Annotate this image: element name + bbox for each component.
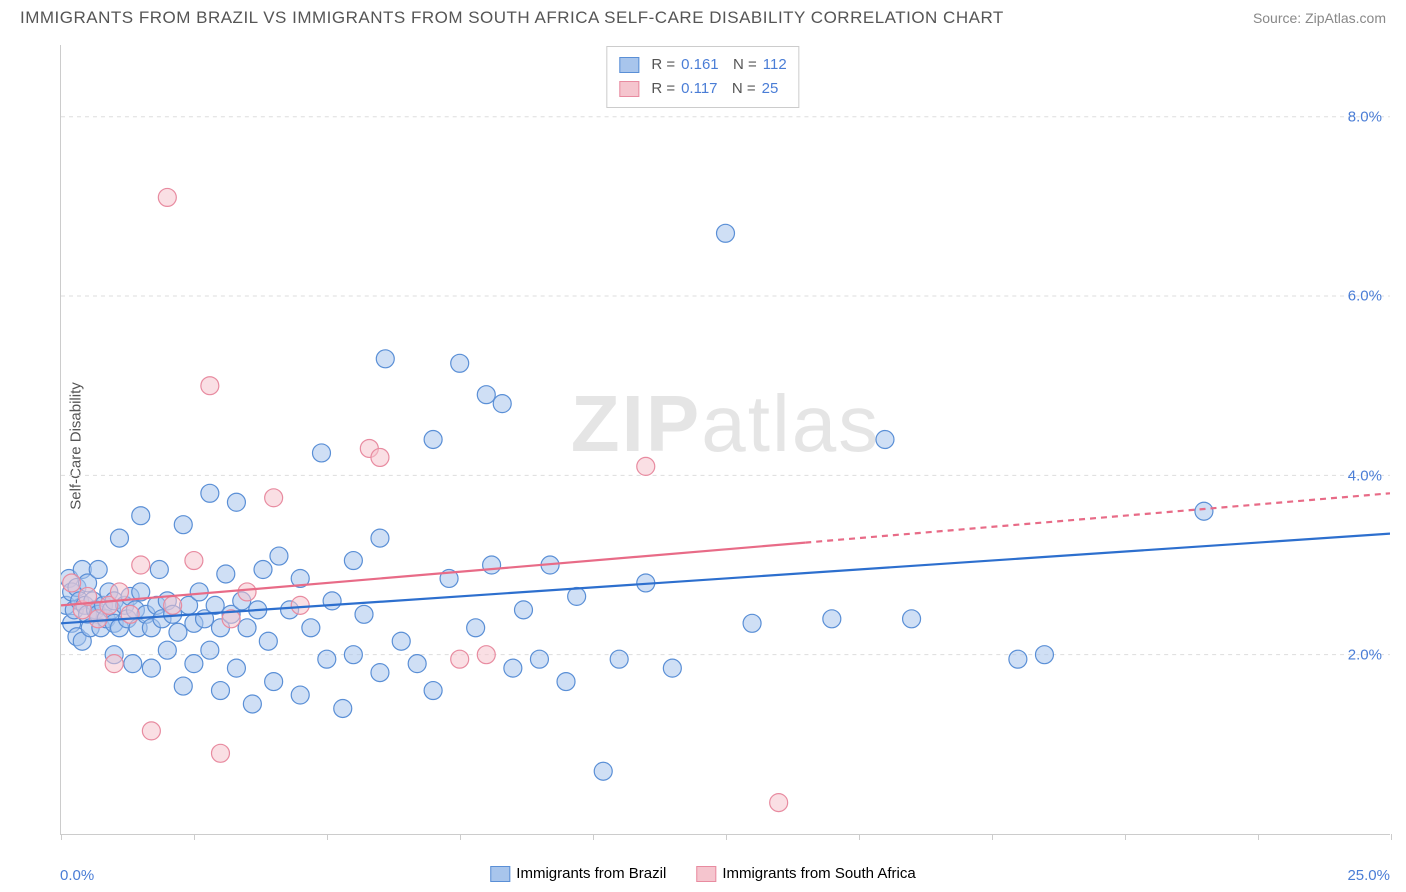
y-tick-label: 2.0% [1348,647,1382,664]
stat-n-value: 112 [763,53,787,77]
stat-r-label: R = [651,77,675,101]
y-tick-label: 6.0% [1348,288,1382,305]
stat-r-label: R = [651,53,675,77]
x-tick [992,834,993,840]
swatch-icon [619,81,639,97]
x-tick [327,834,328,840]
stat-n-label: N = [725,53,757,77]
x-tick [859,834,860,840]
legend-label: Immigrants from South Africa [722,865,915,882]
x-tick [1391,834,1392,840]
y-tick-label: 4.0% [1348,467,1382,484]
swatch-icon [696,866,716,882]
x-max-label: 25.0% [1347,867,1390,884]
chart-area: 2.0%4.0%6.0%8.0% ZIPatlas [60,45,1390,835]
x-tick [1125,834,1126,840]
stat-r-value: 0.161 [681,53,719,77]
legend-label: Immigrants from Brazil [516,865,666,882]
swatch-icon [619,57,639,73]
y-tick-label: 8.0% [1348,108,1382,125]
stat-r-value: 0.117 [681,77,717,101]
legend-item-0: Immigrants from Brazil [490,865,666,882]
legend-series: Immigrants from Brazil Immigrants from S… [490,865,915,882]
legend-item-1: Immigrants from South Africa [696,865,915,882]
stat-n-value: 25 [762,77,779,101]
x-tick [61,834,62,840]
source-label: Source: ZipAtlas.com [1253,10,1386,26]
x-tick [194,834,195,840]
stat-n-label: N = [724,77,756,101]
legend-stats-row-1: R = 0.117 N = 25 [619,77,786,101]
swatch-icon [490,866,510,882]
chart-title: IMMIGRANTS FROM BRAZIL VS IMMIGRANTS FRO… [20,8,1004,28]
x-tick [1258,834,1259,840]
x-tick [460,834,461,840]
scatter-plot [61,45,1390,834]
legend-stats-row-0: R = 0.161 N = 112 [619,53,786,77]
legend-stats: R = 0.161 N = 112 R = 0.117 N = 25 [606,46,799,108]
x-tick [726,834,727,840]
x-min-label: 0.0% [60,867,94,884]
x-tick [593,834,594,840]
